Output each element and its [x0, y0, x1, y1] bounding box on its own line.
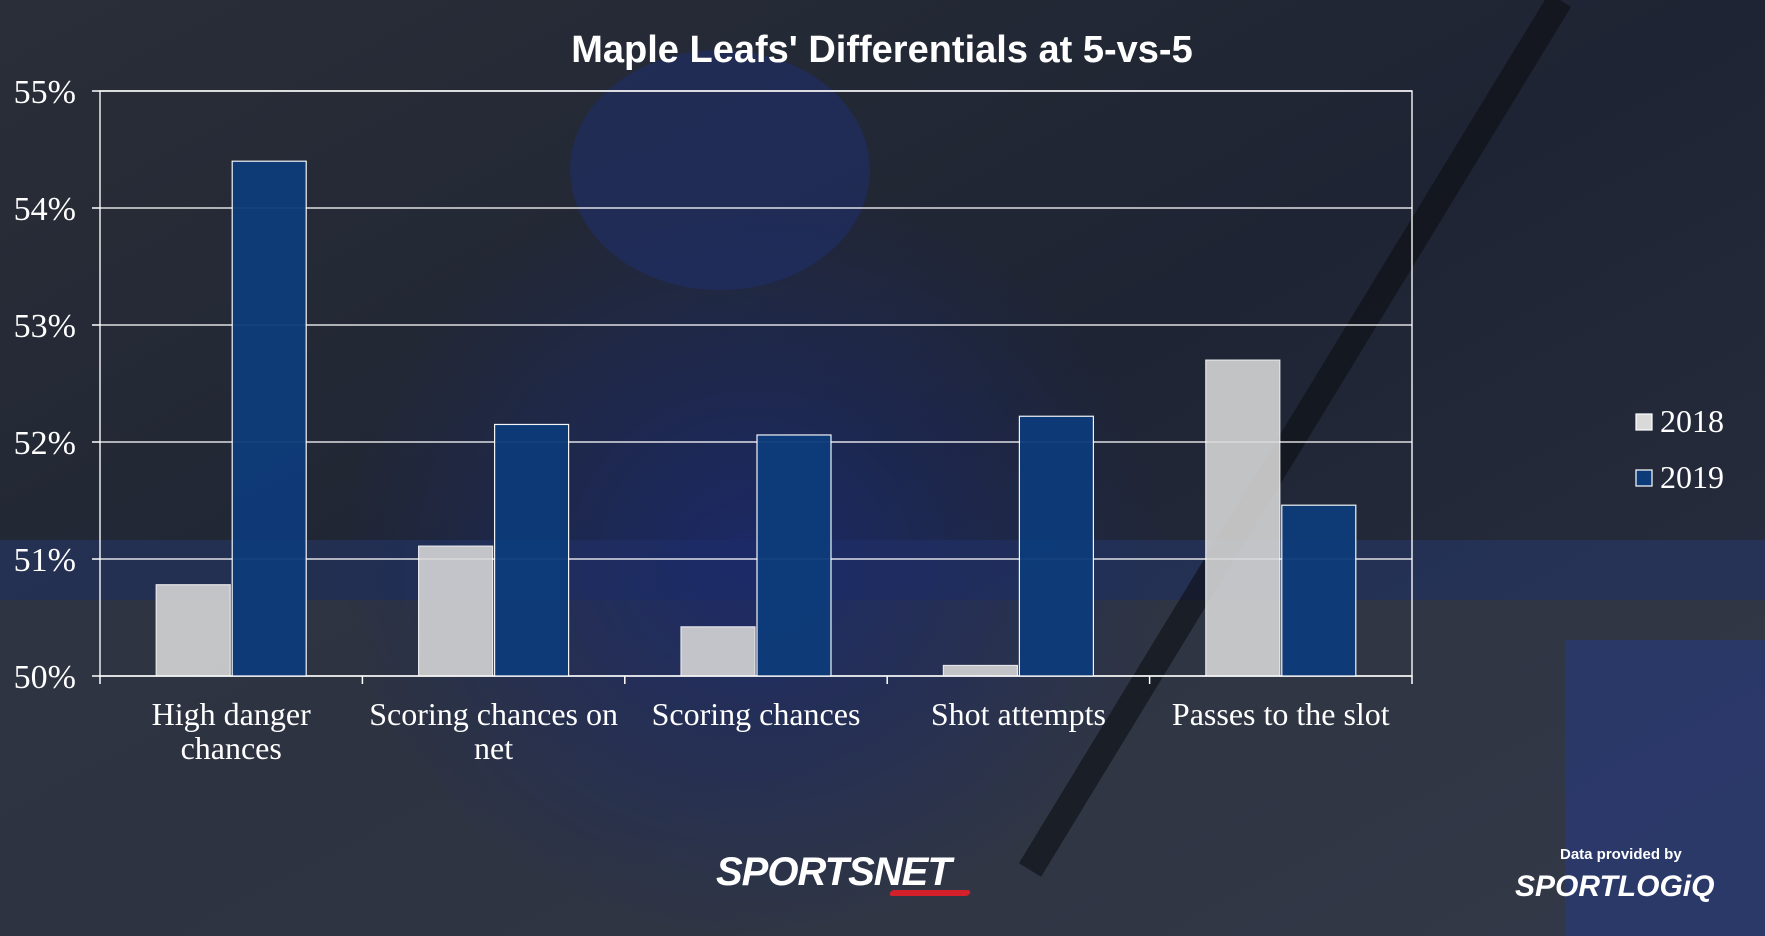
- y-tick-label: 54%: [14, 191, 76, 228]
- chart-title: Maple Leafs' Differentials at 5-vs-5: [571, 29, 1192, 71]
- x-tick-label: Shot attempts: [931, 696, 1106, 732]
- bar-2019: [1018, 415, 1095, 677]
- legend-label-2018: 2018: [1660, 403, 1724, 439]
- legend-swatch-2019: [1635, 469, 1653, 487]
- legend-label-2019: 2019: [1660, 459, 1724, 495]
- sportsnet-logo: SPORTSNET: [716, 850, 952, 894]
- y-tick-label: 53%: [14, 308, 76, 345]
- bar-2019: [756, 434, 832, 677]
- bar-2018: [1205, 359, 1281, 677]
- data-credit: Data provided by: [1560, 846, 1682, 863]
- bar-2019: [231, 160, 307, 677]
- y-tick-label: 50%: [14, 659, 76, 696]
- y-tick-label: 52%: [14, 425, 76, 462]
- x-tick-label: Passes to the slot: [1172, 696, 1390, 732]
- legend-swatch-2018: [1635, 413, 1653, 431]
- bar-2018: [155, 584, 231, 677]
- legend: 2018 2019: [1635, 403, 1724, 495]
- x-tick-label: Scoring chances: [652, 696, 861, 732]
- plot-area: 50% 51% 52% 53% 54% 55% High danger chances Scor…: [14, 74, 1413, 766]
- y-tick-label: 55%: [14, 74, 76, 111]
- sportsnet-swoosh: [888, 890, 972, 896]
- x-tick-label: High danger chances: [152, 696, 311, 766]
- sportlogiq-logo: SPORTLOGiQ: [1515, 870, 1715, 903]
- y-tick-label: 51%: [14, 542, 76, 579]
- x-tick-label: Scoring chances on net: [369, 696, 618, 766]
- bar-2018: [942, 664, 1019, 677]
- bar-2018: [680, 626, 756, 677]
- bar-2019: [1281, 504, 1357, 677]
- bar-2018: [418, 545, 494, 677]
- bar-2019: [494, 423, 570, 677]
